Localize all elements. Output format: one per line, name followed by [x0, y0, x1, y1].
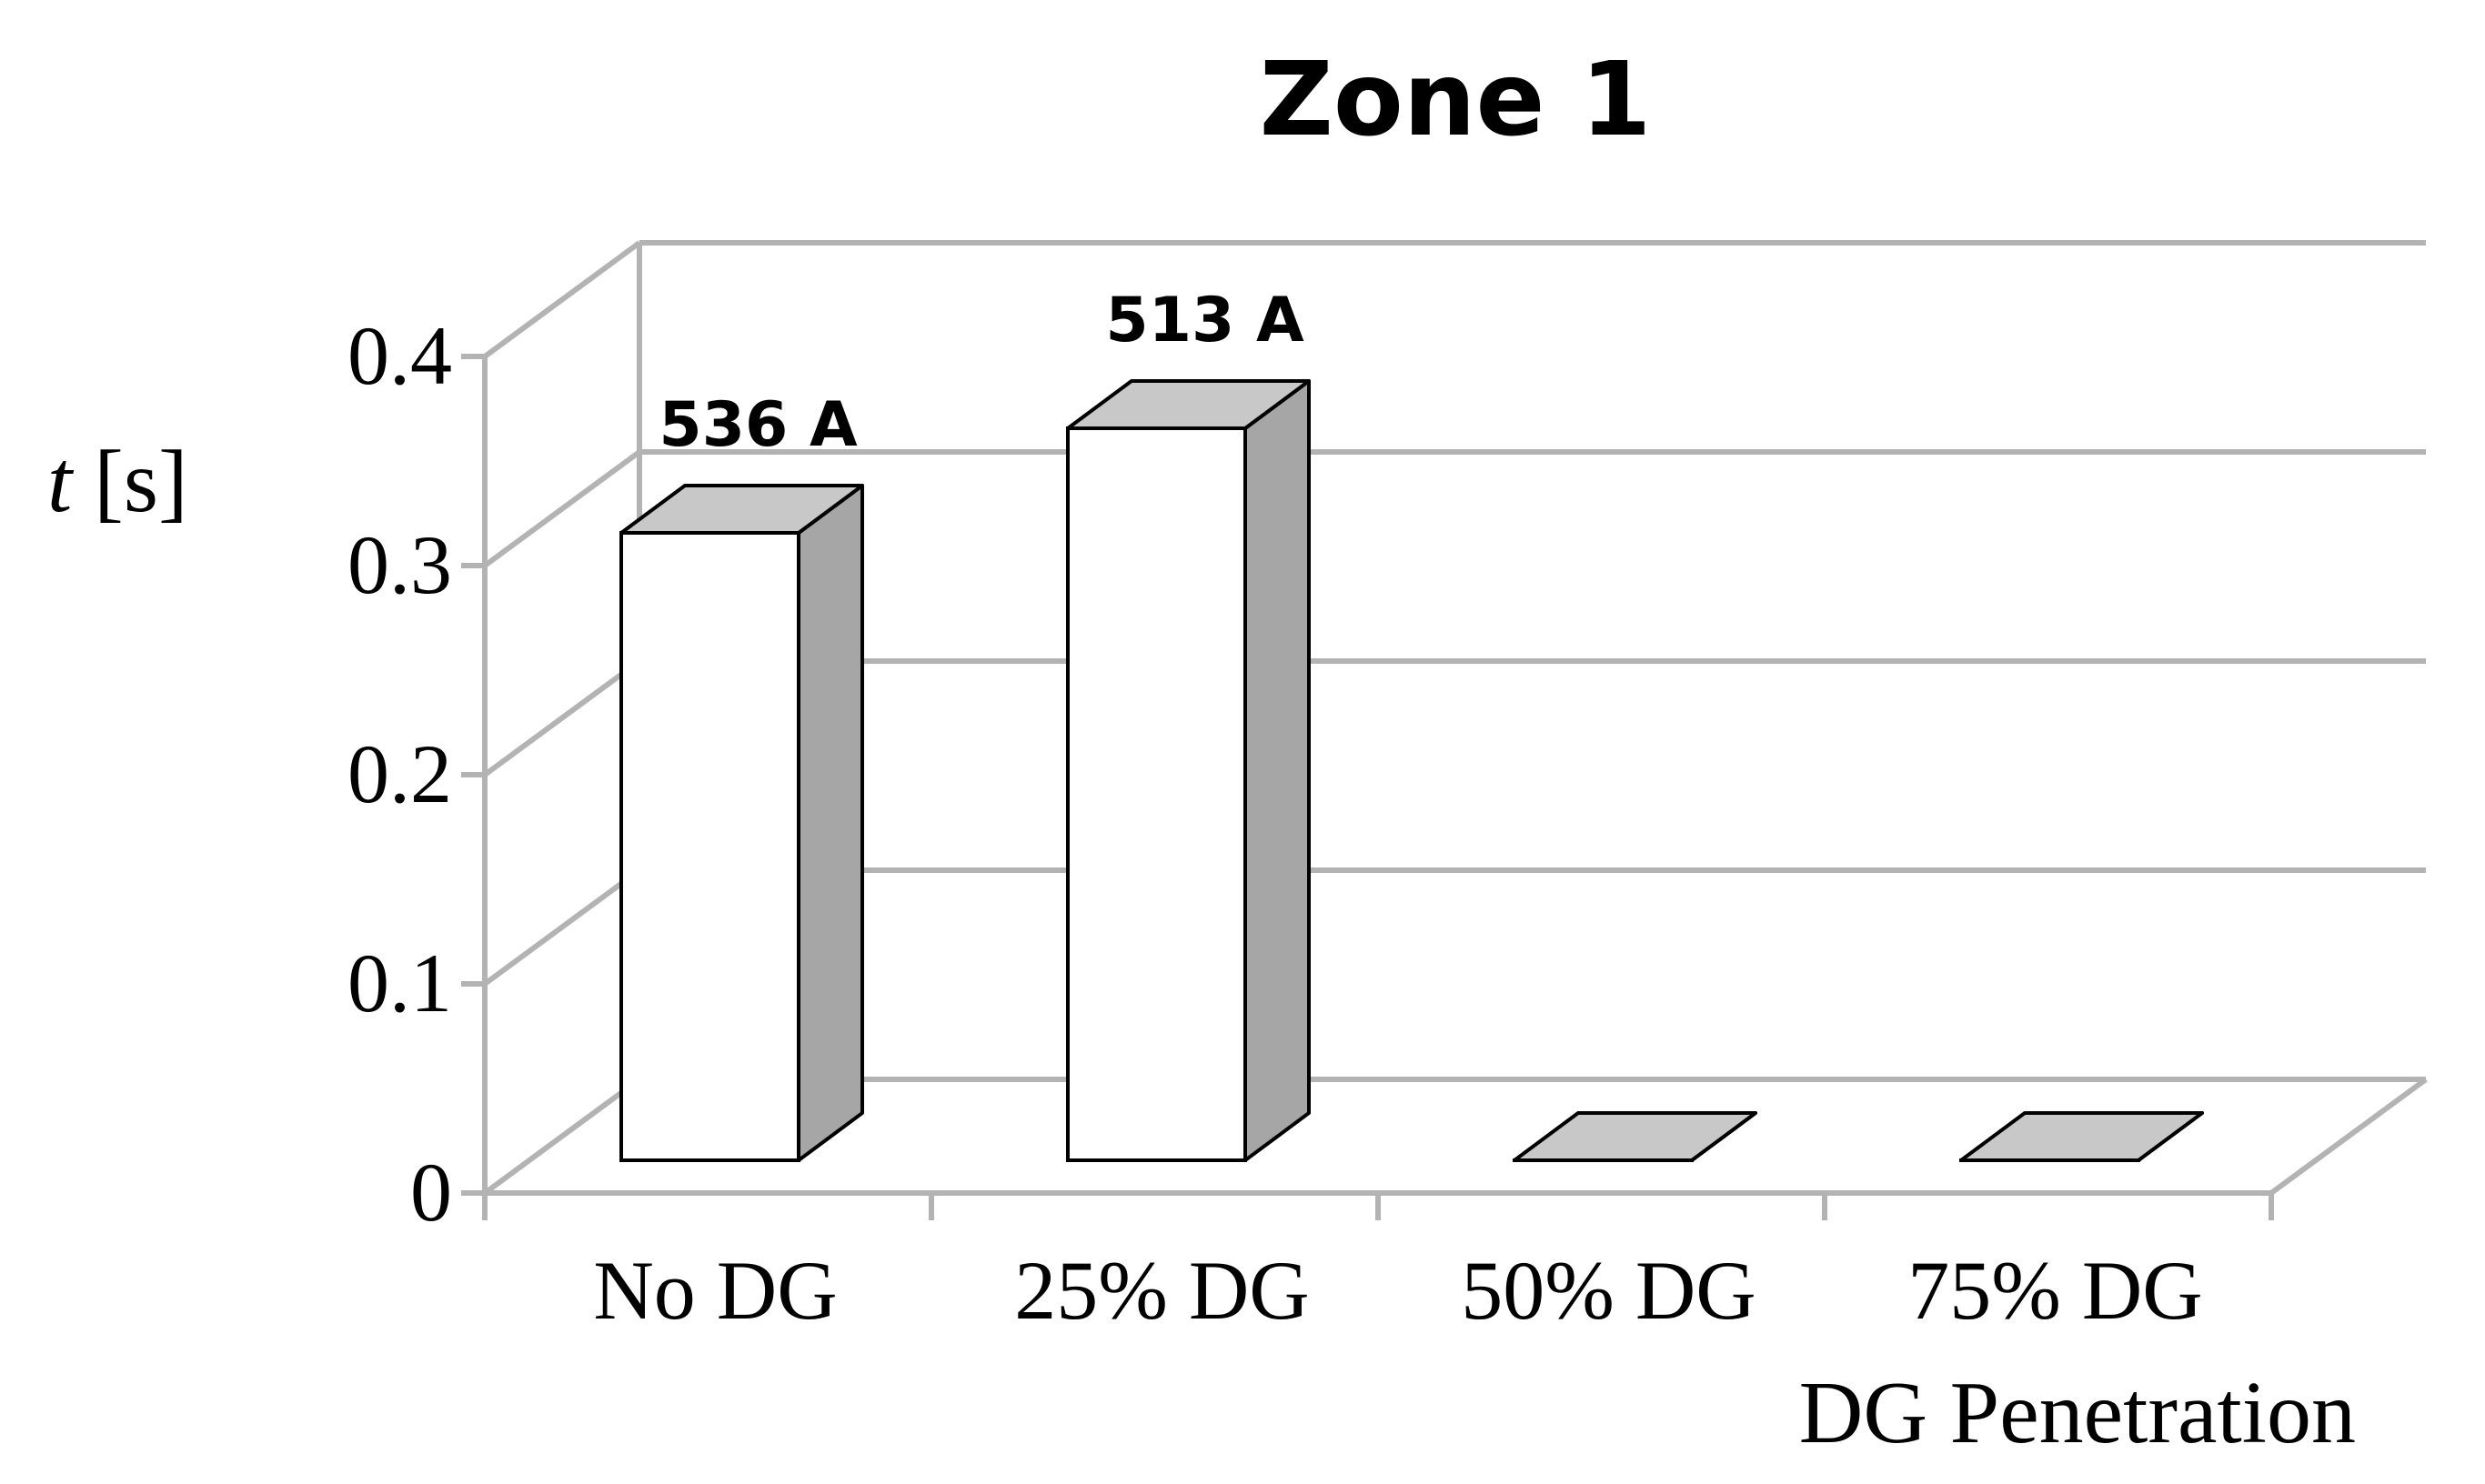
data-label-1: 513 A	[1105, 285, 1304, 356]
y-tick-label-4: 0.4	[347, 309, 452, 402]
x-tick-label-3: 75% DG	[1907, 1244, 2203, 1337]
x-tick-label-0: No DG	[593, 1244, 837, 1337]
x-axis-label: DG Penetration	[1799, 1364, 2356, 1462]
label-layer: 0 0.1 0.2 0.3 0.4 536 A No DG 513 A 25% DG 50% DG…	[347, 285, 2203, 1337]
floor-right-edge	[2269, 1077, 2428, 1196]
gridline-depth-2	[483, 658, 641, 777]
gridline-depth-0	[483, 1077, 641, 1196]
gridline-depth-4	[483, 240, 641, 359]
y-axis-label-unit: [s]	[94, 433, 187, 531]
bar-group-1	[1066, 379, 1311, 1162]
bar-0	[619, 531, 800, 1162]
grid-layer	[483, 240, 2426, 1196]
bar-top-0	[619, 484, 864, 535]
x-tick-label-1: 25% DG	[1014, 1244, 1310, 1337]
y-axis-label: t [s]	[47, 433, 188, 531]
bar-group-2	[1513, 1111, 1757, 1163]
y-axis-label-var: t	[47, 433, 75, 531]
y-tick-label-0: 0	[410, 1146, 452, 1238]
gridline-depth-1	[483, 867, 641, 987]
bar-group-0	[619, 484, 864, 1162]
bar-top-3	[1959, 1111, 2204, 1162]
gridline-depth-3	[483, 449, 641, 568]
axis-layer	[461, 354, 2428, 1220]
bar-side-1	[1243, 379, 1311, 1162]
bar-1	[1066, 426, 1247, 1162]
y-tick-label-3: 0.3	[347, 518, 452, 611]
data-label-0: 536 A	[659, 389, 858, 461]
bar-group-3	[1959, 1111, 2204, 1163]
bar-top-1	[1066, 379, 1311, 430]
x-tick-label-2: 50% DG	[1461, 1244, 1756, 1337]
bar-layer	[619, 379, 2204, 1163]
bar-top-2	[1513, 1111, 1757, 1162]
y-tick-label-1: 0.1	[347, 937, 452, 1029]
y-tick-label-2: 0.2	[347, 727, 452, 820]
bar-side-0	[797, 484, 864, 1162]
chart-title: Zone 1	[1260, 41, 1652, 159]
